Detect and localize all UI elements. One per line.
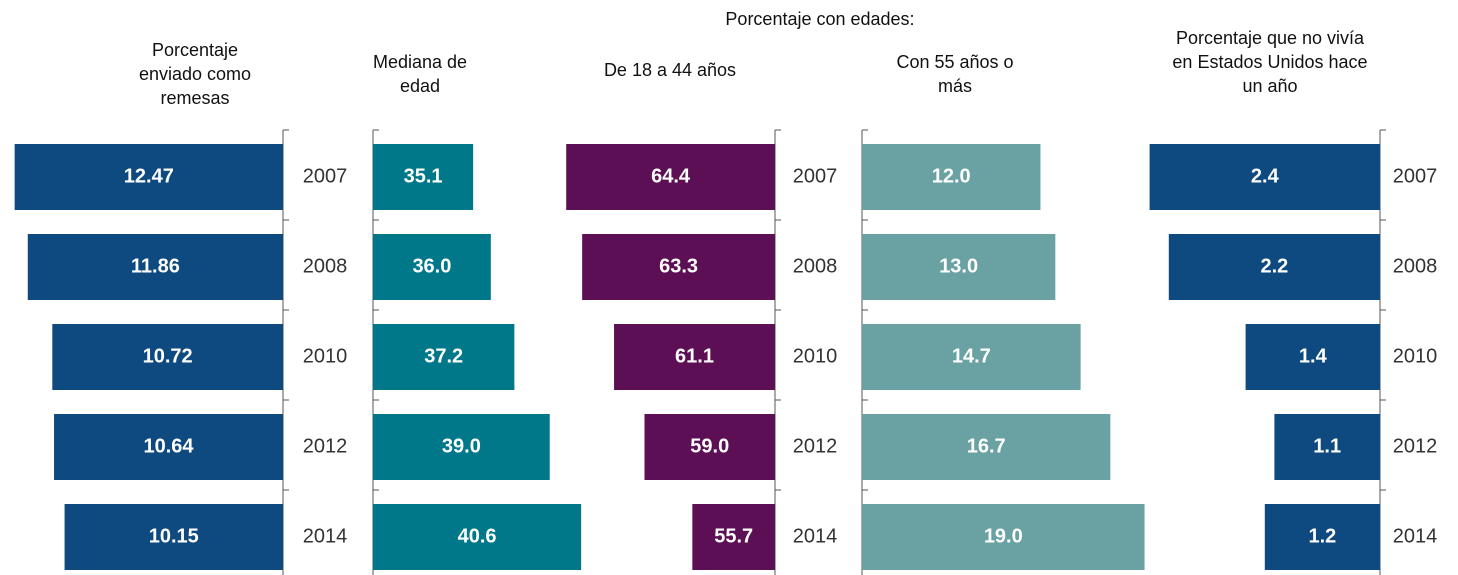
bar [862,324,1081,390]
category-label: 2014 [793,525,838,547]
panel-title-box: De 18 a 44 años [603,60,737,80]
category-label: 2010 [1393,345,1438,367]
value-label: 11.86 [131,255,180,277]
bar [373,324,515,390]
value-label: 10.64 [143,435,194,457]
value-label: 63.3 [659,255,698,277]
panel-title: Porcentaje que no vivía en Estados Unido… [1172,28,1368,96]
value-label: 39.0 [442,435,481,457]
bar [14,144,284,210]
bar [1149,144,1380,210]
category-label: 2010 [793,345,838,367]
bar [862,144,1041,210]
category-label: 2012 [303,435,348,457]
category-label: 2008 [303,255,348,277]
category-label: 2008 [1393,255,1438,277]
bar [373,414,550,480]
panel-title: Con 55 años o más [896,52,1014,96]
value-label: 16.7 [967,435,1006,457]
bar [373,144,474,210]
value-label: 59.0 [690,435,729,457]
panel-title: De 18 a 44 años [603,60,737,80]
bar [64,504,284,570]
bar [692,504,775,570]
category-label: 2012 [1393,435,1438,457]
bar [373,234,491,300]
category-label: 2008 [793,255,838,277]
value-label: 2.2 [1260,255,1288,277]
category-label: 2014 [303,525,348,547]
category-label: 2010 [303,345,348,367]
value-label: 55.7 [714,525,753,547]
value-label: 61.1 [675,345,714,367]
value-label: 37.2 [424,345,463,367]
value-label: 13.0 [939,255,978,277]
bar [644,414,775,480]
bar [1274,414,1380,480]
value-label: 19.0 [984,525,1023,547]
bar [54,414,284,480]
bar [1168,234,1380,300]
bar [1245,324,1380,390]
bar [582,234,775,300]
value-label: 36.0 [412,255,451,277]
bar [52,324,283,390]
panel-title-box: Porcentaje que no vivía en Estados Unido… [1172,28,1368,96]
value-label: 64.4 [651,165,691,187]
panel-title-box: Porcentaje enviado como remesas [138,40,252,108]
bar [1264,504,1380,570]
value-label: 1.1 [1313,435,1341,457]
value-label: 1.4 [1299,345,1328,367]
panel-title: Porcentaje enviado como remesas [138,40,252,108]
value-label: 40.6 [458,525,497,547]
value-label: 2.4 [1251,165,1280,187]
panel-title-box: Mediana de edad [372,52,468,96]
bar [614,324,775,390]
value-label: 10.15 [149,525,199,547]
value-label: 1.2 [1308,525,1336,547]
bar [862,504,1145,570]
bar [862,234,1056,300]
category-label: 2007 [303,165,348,187]
value-label: 10.72 [143,345,193,367]
bar [27,234,284,300]
value-label: 14.7 [952,345,991,367]
bar [373,504,582,570]
panel-title-box: Con 55 años o más [896,52,1014,96]
category-label: 2007 [1393,165,1438,187]
category-label: 2014 [1393,525,1438,547]
category-label: 2012 [793,435,838,457]
panel-title: Mediana de edad [372,52,468,96]
category-label: 2007 [793,165,838,187]
bar [862,414,1111,480]
value-label: 35.1 [404,165,443,187]
bar [566,144,775,210]
value-label: 12.47 [124,165,174,187]
header: Porcentaje con edades: [725,9,914,29]
value-label: 12.0 [932,165,971,187]
